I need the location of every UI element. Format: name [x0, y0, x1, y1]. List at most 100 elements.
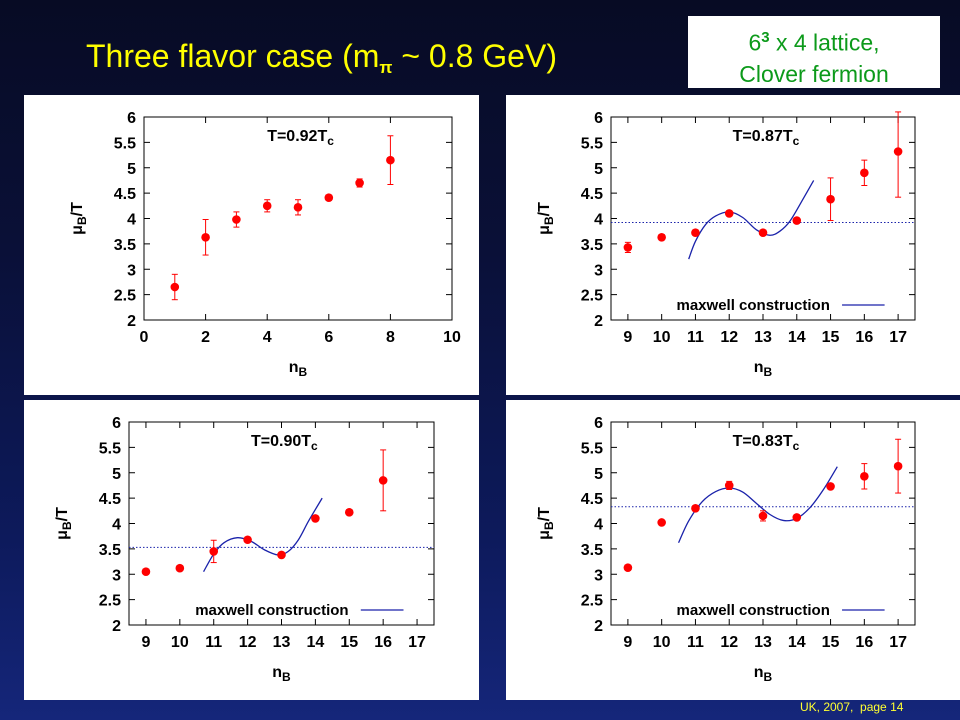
x-tick-label: 4 [263, 329, 272, 346]
x-tick-label: 14 [306, 634, 324, 651]
x-tick-label: 12 [720, 329, 738, 346]
data-point [691, 228, 700, 238]
x-axis-label-main: n [272, 664, 282, 681]
y-tick-label: 3.5 [99, 542, 121, 559]
data-point [262, 201, 272, 211]
y-tick-label: 3.5 [581, 542, 603, 559]
x-tick-label: 12 [239, 634, 257, 651]
y-tick-label: 2 [127, 313, 136, 330]
y-tick-label: 4.5 [114, 186, 136, 203]
y-tick-label: 5.5 [114, 135, 136, 152]
y-tick-label: 3 [594, 262, 603, 279]
data-point [232, 215, 241, 224]
plot-frame [128, 421, 435, 626]
x-axis-label-sub: B [299, 365, 308, 379]
y-axis-label-rest: /T [54, 507, 71, 521]
lattice-note-box: 63 x 4 lattice, Clover fermion [688, 16, 940, 88]
data-point [758, 228, 768, 238]
y-tick-label: 4 [112, 517, 121, 534]
temperature-label-sub: c [793, 134, 800, 148]
x-tick-label: 16 [855, 329, 873, 346]
data-point [293, 203, 303, 212]
y-tick-label: 5 [594, 466, 603, 483]
temperature-label: T=0.87Tc [733, 128, 800, 148]
data-point [893, 461, 903, 471]
x-tick-label: 17 [408, 634, 426, 651]
data-point [724, 481, 734, 490]
y-tick-label: 4 [594, 212, 603, 229]
y-axis-label-rest: /T [69, 202, 86, 216]
y-tick-label: 5.5 [581, 440, 603, 457]
x-tick-label: 9 [141, 634, 150, 651]
data-point [724, 209, 734, 218]
y-tick-label: 6 [127, 110, 136, 127]
y-tick-label: 2.5 [581, 593, 603, 610]
y-tick-label: 4 [127, 212, 136, 229]
y-tick-label: 2 [112, 618, 121, 635]
data-point [324, 193, 334, 202]
data-point [860, 168, 869, 178]
y-tick-label: 4 [594, 517, 603, 534]
data-point [344, 508, 354, 517]
x-tick-label: 10 [171, 634, 189, 651]
plot-frame [610, 421, 916, 626]
x-tick-label: 16 [374, 634, 392, 651]
y-tick-label: 2 [594, 313, 603, 330]
y-axis-label-rest: /T [536, 507, 553, 521]
x-tick-label: 15 [822, 329, 840, 346]
y-axis-label: μB/T [69, 202, 89, 235]
y-tick-label: 4.5 [581, 491, 603, 508]
x-axis-label: nB [754, 664, 773, 684]
x-axis-label: nB [272, 664, 291, 684]
slide-title: Three flavor case (mπ ~ 0.8 GeV) [86, 38, 557, 78]
y-axis-label-main: μ [54, 530, 71, 540]
temperature-label-main: T=0.92T [267, 128, 327, 145]
y-axis-label: μB/T [536, 202, 556, 235]
note-rest: x 4 lattice, [769, 29, 880, 56]
y-tick-label: 5.5 [581, 135, 603, 152]
note-line-1: 63 x 4 lattice, [688, 22, 940, 59]
x-tick-label: 2 [201, 329, 210, 346]
data-point [826, 482, 835, 491]
y-tick-label: 2.5 [581, 288, 603, 305]
y-tick-label: 6 [112, 415, 121, 432]
legend-label: maxwell construction [677, 602, 830, 619]
y-tick-label: 6 [594, 415, 603, 432]
title-subscript: π [379, 58, 393, 77]
chart-panel-bottom-right: 2 2.5 3 3.5 4 4.5 5 5.5 6 9 10 11 12 13 14 15 16 17 nB μB/T… [506, 400, 960, 700]
temperature-label-sub: c [793, 439, 800, 453]
fit-curve [677, 466, 838, 544]
y-axis-label-main: μ [69, 225, 86, 235]
data-point [170, 282, 180, 292]
x-tick-label: 17 [889, 329, 907, 346]
chart-panel-bottom-left: 2 2.5 3 3.5 4 4.5 5 5.5 6 9 10 11 12 13 14 15 16 17 nB μB/T… [24, 400, 479, 700]
temperature-label-main: T=0.90T [251, 433, 311, 450]
legend-label: maxwell construction [195, 602, 348, 619]
x-tick-label: 14 [788, 634, 806, 651]
y-axis-label-sub: B [75, 216, 89, 225]
data-point [826, 194, 835, 204]
data-point [657, 518, 666, 527]
y-tick-label: 3.5 [581, 237, 603, 254]
y-tick-label: 4.5 [99, 491, 121, 508]
temperature-label: T=0.83Tc [733, 433, 800, 453]
data-point [623, 563, 633, 572]
data-point [860, 472, 869, 481]
temperature-label-sub: c [327, 134, 334, 148]
x-tick-label: 11 [687, 634, 704, 651]
x-axis-label-sub: B [282, 670, 291, 684]
y-tick-label: 2.5 [99, 593, 121, 610]
x-axis-label-main: n [754, 664, 764, 681]
chart-t090: 22.533.544.555.569 10 11 12 13 14 15 16 17nBμB/T… [54, 415, 435, 684]
y-tick-label: 6 [594, 110, 603, 127]
y-tick-label: 2.5 [114, 288, 136, 305]
y-tick-label: 3 [594, 567, 603, 584]
title-rest: ~ 0.8 GeV) [392, 38, 557, 74]
x-tick-label: 13 [273, 634, 291, 651]
chart-t083: 22.533.544.555.569 10 11 12 13 14 15 16 17nBμB/T… [536, 415, 916, 684]
data-point [201, 232, 210, 242]
chart-panel-top-right: 2 2.5 3 3.5 4 4.5 5 5.5 6 9 10 11 12 13 14 15 16 17 nB μB/T… [506, 95, 960, 395]
x-tick-label: 16 [855, 634, 873, 651]
y-axis-label-sub: B [60, 521, 74, 530]
